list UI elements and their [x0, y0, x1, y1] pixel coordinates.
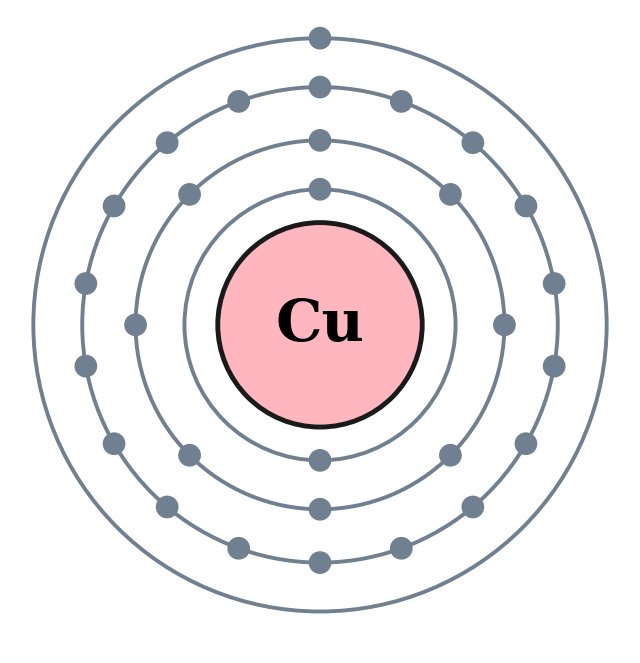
Circle shape: [543, 355, 565, 377]
Circle shape: [543, 273, 565, 294]
Circle shape: [309, 499, 331, 520]
Circle shape: [462, 132, 483, 153]
Circle shape: [75, 273, 97, 294]
Circle shape: [309, 552, 331, 573]
Circle shape: [390, 91, 412, 112]
Circle shape: [440, 445, 461, 466]
Text: Cu: Cu: [276, 297, 364, 353]
Circle shape: [218, 223, 422, 427]
Circle shape: [309, 130, 331, 151]
Circle shape: [462, 497, 483, 518]
Circle shape: [390, 538, 412, 559]
Circle shape: [104, 196, 125, 217]
Circle shape: [309, 76, 331, 97]
Circle shape: [309, 27, 331, 49]
Circle shape: [228, 538, 250, 559]
Circle shape: [494, 314, 515, 335]
Circle shape: [104, 433, 125, 454]
Circle shape: [440, 184, 461, 205]
Circle shape: [157, 132, 178, 153]
Circle shape: [157, 497, 178, 518]
Circle shape: [125, 314, 146, 335]
Circle shape: [515, 433, 536, 454]
Circle shape: [75, 355, 97, 377]
Circle shape: [179, 445, 200, 466]
Circle shape: [309, 450, 331, 471]
Circle shape: [309, 178, 331, 200]
Circle shape: [228, 91, 250, 112]
Circle shape: [179, 184, 200, 205]
Circle shape: [515, 196, 536, 217]
